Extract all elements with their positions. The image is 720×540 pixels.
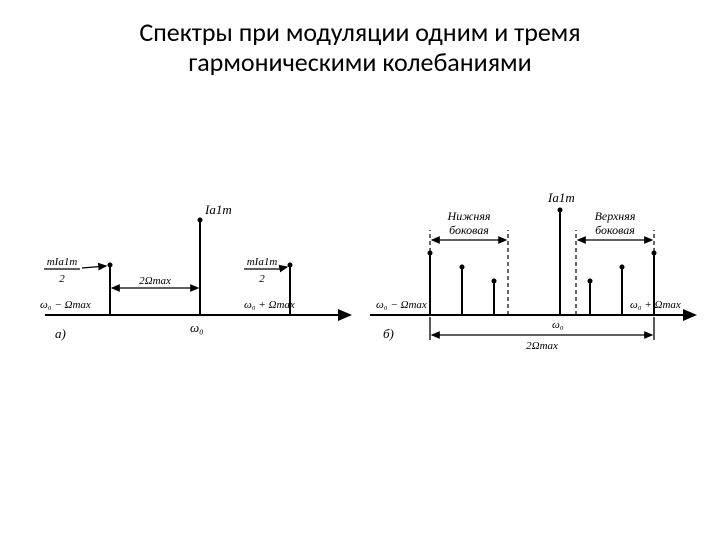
svg-text:2: 2 [59, 273, 65, 285]
svg-text:2Ωmax: 2Ωmax [526, 340, 558, 352]
carrier-label-b: Iа1т [547, 190, 575, 205]
title-line-1: Спектры при модуляции одним и тремя [0, 18, 720, 48]
svg-text:mIа1т: mIа1т [247, 256, 278, 268]
carrier-freq-a: ω₀ [190, 320, 204, 335]
dim-b: 2Ωmax [430, 317, 654, 352]
diagram-b: Iа1т ω₀ Нижняя боковая Верхняя боковая ω… [370, 190, 695, 352]
dim-a: 2Ωmax [112, 275, 198, 288]
page-title: Спектры при модуляции одним и тремя гарм… [0, 0, 720, 78]
svg-text:mIа1т: mIа1т [47, 256, 78, 268]
diagram-a: Iа1т ω₀ ω₀ − Ωmax ω₀ + Ωmax mIа1т 2 mIа1… [40, 202, 350, 341]
title-line-2: гармоническими колебаниями [0, 48, 720, 78]
panel-label-b: б) [383, 326, 394, 341]
sb-left-freq-a: ω₀ − Ωmax [40, 299, 91, 311]
spectrum-diagram: Iа1т ω₀ ω₀ − Ωmax ω₀ + Ωmax mIа1т 2 mIа1… [0, 160, 720, 420]
left-freq-b: ω₀ − Ωmax [376, 299, 427, 311]
carrier-freq-b: ω₀ [552, 319, 564, 331]
frac-right: mIа1т 2 [244, 256, 287, 285]
svg-text:боковая: боковая [595, 223, 635, 237]
svg-text:Верхняя: Верхняя [595, 209, 636, 223]
panel-label-a: a) [55, 326, 66, 341]
diagram-container: Iа1т ω₀ ω₀ − Ωmax ω₀ + Ωmax mIа1т 2 mIа1… [0, 160, 720, 420]
svg-text:Нижняя: Нижняя [447, 209, 491, 223]
svg-text:боковая: боковая [449, 223, 489, 237]
right-freq-b: ω₀ + Ωmax [630, 299, 681, 311]
svg-text:2Ωmax: 2Ωmax [139, 275, 171, 287]
lower-label: Нижняя боковая [432, 209, 506, 240]
carrier-label-a: Iа1т [204, 202, 232, 217]
upper-label: Верхняя боковая [578, 209, 652, 240]
sb-right-freq-a: ω₀ + Ωmax [244, 299, 295, 311]
svg-text:2: 2 [259, 273, 265, 285]
carrier-dot-a [198, 218, 203, 223]
frac-left: mIа1т 2 [44, 256, 106, 285]
